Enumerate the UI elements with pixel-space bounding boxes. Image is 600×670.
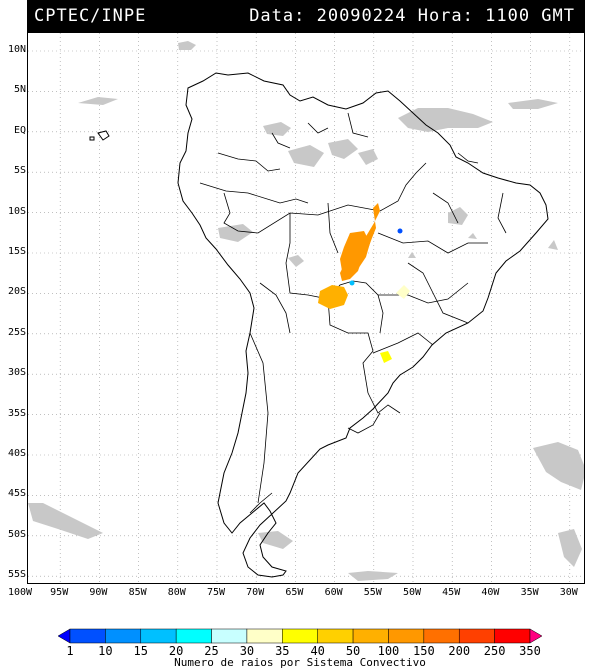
legend-tick-label: 25 xyxy=(204,644,219,658)
legend-swatch xyxy=(529,628,542,644)
storm-tocantins xyxy=(397,228,403,234)
legend-tick-label: 350 xyxy=(519,644,541,658)
lat-label: EQ xyxy=(13,124,26,136)
lon-label: 65W xyxy=(285,587,304,598)
legend-tick-label: 150 xyxy=(413,644,435,658)
lat-label: 40S xyxy=(7,448,26,459)
storm-minas xyxy=(396,285,410,299)
legend-swatch xyxy=(140,628,177,644)
legend-swatch xyxy=(282,628,318,644)
lat-label: 15S xyxy=(7,246,26,257)
lon-label: 100W xyxy=(7,587,33,598)
borders xyxy=(199,112,507,514)
legend-swatch xyxy=(246,628,283,644)
legend-tick-label: 100 xyxy=(377,644,400,658)
legend-swatch xyxy=(58,628,71,644)
legend-swatch xyxy=(211,628,248,644)
legend-tick-label: 1 xyxy=(66,644,74,658)
lon-label: 75W xyxy=(206,587,226,598)
storm-ms xyxy=(349,280,355,286)
lon-label: 60W xyxy=(324,587,343,598)
lat-label: 10S xyxy=(7,205,26,217)
legend-swatch xyxy=(105,628,142,644)
lat-label: 10N xyxy=(7,44,26,55)
map-svg xyxy=(28,33,584,583)
legend-swatch xyxy=(494,628,531,644)
legend-swatch xyxy=(69,628,106,644)
lon-label: 90W xyxy=(89,587,108,598)
legend-swatch xyxy=(175,628,212,644)
lon-label: 35W xyxy=(520,587,539,598)
storm-paraguay xyxy=(318,285,348,309)
lightning-layer xyxy=(318,203,410,363)
legend-swatch xyxy=(352,628,389,644)
org-label: CPTEC/INPE xyxy=(34,6,147,26)
storm-rgs xyxy=(380,351,392,363)
lat-label: 25S xyxy=(7,326,26,338)
lon-label: 50W xyxy=(402,587,422,598)
legend-title: Numero de raios por Sistema Convectivo xyxy=(174,656,426,669)
map-panel[interactable] xyxy=(27,32,585,584)
lat-label: 30S xyxy=(7,367,26,379)
legend-swatch xyxy=(458,628,495,644)
lat-label: 35S xyxy=(7,407,26,419)
legend-tick-label: 200 xyxy=(448,644,471,658)
lat-label: 45S xyxy=(7,488,26,500)
lat-label: 50S xyxy=(7,528,26,540)
lon-label: 95W xyxy=(50,587,69,598)
lat-label: 55S xyxy=(7,569,26,581)
legend-tick-label: 30 xyxy=(239,644,255,658)
legend-swatch xyxy=(423,628,460,644)
cloud-layer xyxy=(28,41,584,581)
title-bar: CPTEC/INPE Data: 20090224 Hora: 1100 GMT xyxy=(27,0,585,32)
lon-label: 70W xyxy=(246,587,265,598)
legend-tick-label: 35 xyxy=(275,644,290,658)
legend-tick-label: 20 xyxy=(168,644,184,658)
storm-mato-grosso-body xyxy=(340,231,370,275)
lon-label: 80W xyxy=(167,587,186,598)
lat-label: 5N xyxy=(13,84,26,96)
legend-swatch xyxy=(388,628,425,644)
legend-tick-label: 50 xyxy=(345,644,361,658)
coastline xyxy=(89,72,549,578)
datetime-label: Data: 20090224 Hora: 1100 GMT xyxy=(249,6,575,26)
legend-tick-label: 15 xyxy=(133,644,148,658)
legend-tick-label: 40 xyxy=(310,644,325,658)
legend-colorbar xyxy=(58,628,542,644)
legend-swatch xyxy=(317,628,354,644)
lon-label: 55W xyxy=(363,587,382,598)
legend-tick-label: 10 xyxy=(98,644,113,658)
lon-label: 85W xyxy=(128,587,147,598)
lat-label: 5S xyxy=(13,165,26,177)
lon-label: 40W xyxy=(481,587,500,598)
graticule xyxy=(28,33,584,583)
lon-label: 30W xyxy=(559,587,578,598)
lon-label: 45W xyxy=(442,587,461,598)
legend-tick-label: 250 xyxy=(483,644,506,658)
lat-label: 20S xyxy=(7,286,26,298)
